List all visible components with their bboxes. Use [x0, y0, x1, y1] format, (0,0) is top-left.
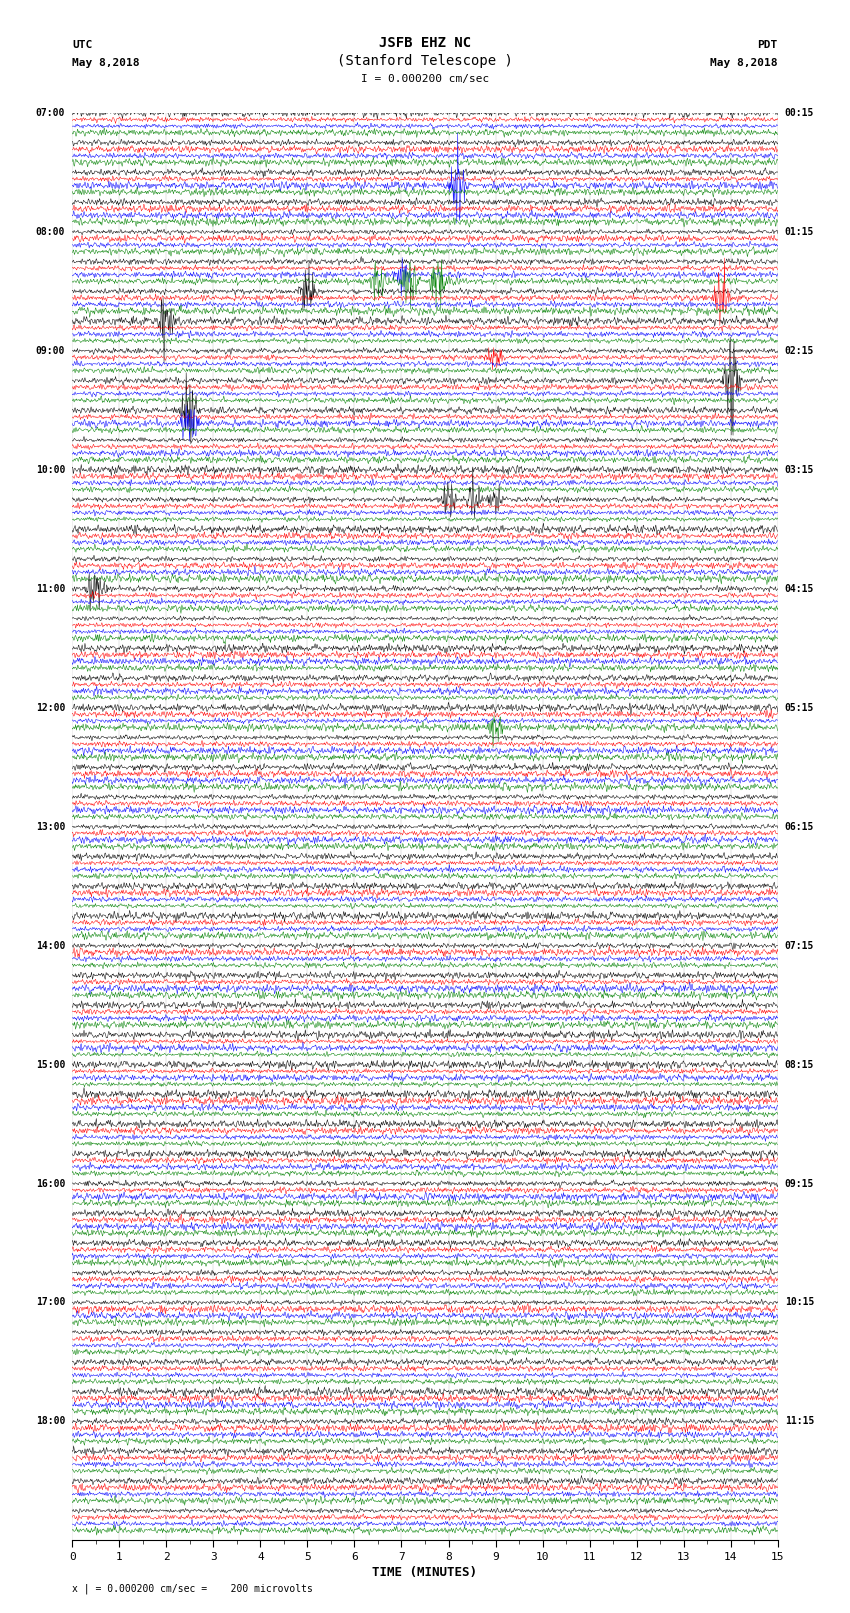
Text: JSFB EHZ NC: JSFB EHZ NC [379, 35, 471, 50]
Text: May 8,2018: May 8,2018 [72, 58, 139, 68]
Text: May 8,2018: May 8,2018 [711, 58, 778, 68]
Text: 05:15: 05:15 [785, 703, 814, 713]
Text: 11:15: 11:15 [785, 1416, 814, 1426]
Text: 18:00: 18:00 [36, 1416, 65, 1426]
Text: 03:15: 03:15 [785, 465, 814, 474]
Text: 06:15: 06:15 [785, 821, 814, 832]
Text: 02:15: 02:15 [785, 345, 814, 356]
Text: 07:00: 07:00 [36, 108, 65, 118]
Text: 12:00: 12:00 [36, 703, 65, 713]
Text: 11:00: 11:00 [36, 584, 65, 594]
Text: I = 0.000200 cm/sec: I = 0.000200 cm/sec [361, 74, 489, 84]
Text: 08:00: 08:00 [36, 227, 65, 237]
Text: 17:00: 17:00 [36, 1297, 65, 1308]
Text: 09:15: 09:15 [785, 1179, 814, 1189]
Text: 15:00: 15:00 [36, 1060, 65, 1069]
Text: 00:15: 00:15 [785, 108, 814, 118]
Text: x | = 0.000200 cm/sec =    200 microvolts: x | = 0.000200 cm/sec = 200 microvolts [72, 1582, 313, 1594]
Text: PDT: PDT [757, 40, 778, 50]
Text: 08:15: 08:15 [785, 1060, 814, 1069]
Text: UTC: UTC [72, 40, 93, 50]
Text: 09:00: 09:00 [36, 345, 65, 356]
Text: 14:00: 14:00 [36, 940, 65, 950]
Text: 10:00: 10:00 [36, 465, 65, 474]
Text: 13:00: 13:00 [36, 821, 65, 832]
Text: 07:15: 07:15 [785, 940, 814, 950]
Text: 04:15: 04:15 [785, 584, 814, 594]
Text: 01:15: 01:15 [785, 227, 814, 237]
Text: (Stanford Telescope ): (Stanford Telescope ) [337, 53, 513, 68]
Text: 10:15: 10:15 [785, 1297, 814, 1308]
Text: 16:00: 16:00 [36, 1179, 65, 1189]
X-axis label: TIME (MINUTES): TIME (MINUTES) [372, 1566, 478, 1579]
